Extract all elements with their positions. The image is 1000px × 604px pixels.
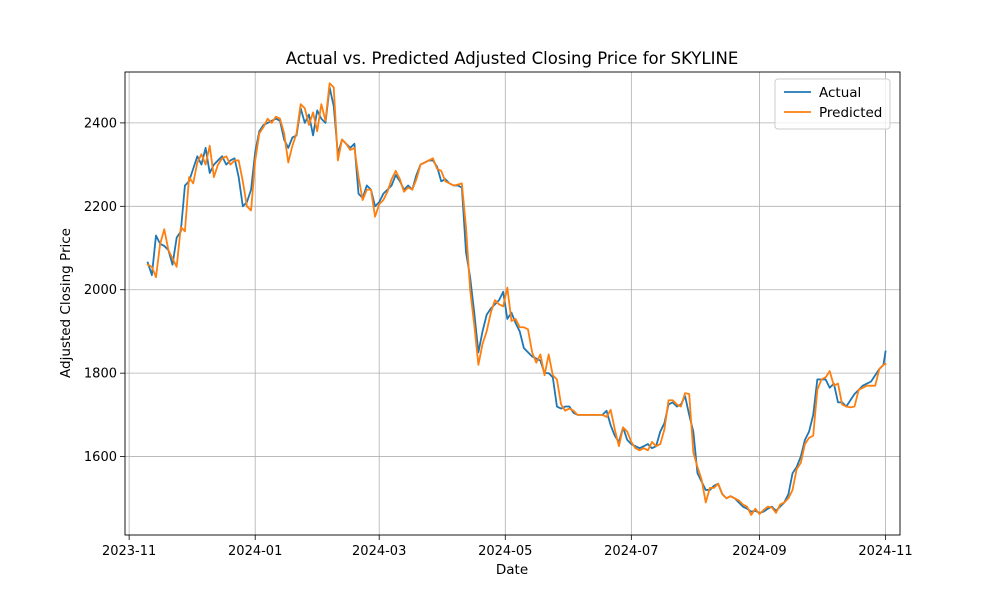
legend-label-actual: Actual	[819, 85, 861, 101]
legend-label-predicted: Predicted	[819, 105, 882, 121]
series-line-predicted	[146, 82, 887, 516]
x-tick-label: 2024-01	[228, 544, 282, 559]
x-tick-label: 2024-11	[858, 544, 912, 559]
chart-title: Actual vs. Predicted Adjusted Closing Pr…	[286, 49, 739, 68]
x-axis-label: Date	[496, 562, 528, 578]
x-tick-label: 2024-09	[732, 544, 786, 559]
series-lines	[146, 82, 887, 516]
grid-lines	[125, 72, 900, 535]
y-tick-label: 1600	[84, 450, 117, 465]
x-tick-label: 2023-11	[102, 544, 156, 559]
y-tick-label: 2000	[84, 283, 117, 298]
plot-area-frame	[124, 71, 901, 536]
x-tick-label: 2024-05	[478, 544, 532, 559]
x-tick-label: 2024-03	[352, 544, 406, 559]
y-tick-label: 1800	[84, 367, 117, 382]
axis-ticks: 2023-11 2024-01 2024-03 2024-05 2024-07 2024-…	[84, 116, 913, 559]
y-axis-label: Adjusted Closing Price	[58, 228, 74, 378]
y-tick-label: 2400	[84, 116, 117, 131]
y-tick-label: 2200	[84, 200, 117, 215]
x-tick-label: 2024-07	[604, 544, 658, 559]
legend: Actual Predicted	[774, 78, 891, 130]
